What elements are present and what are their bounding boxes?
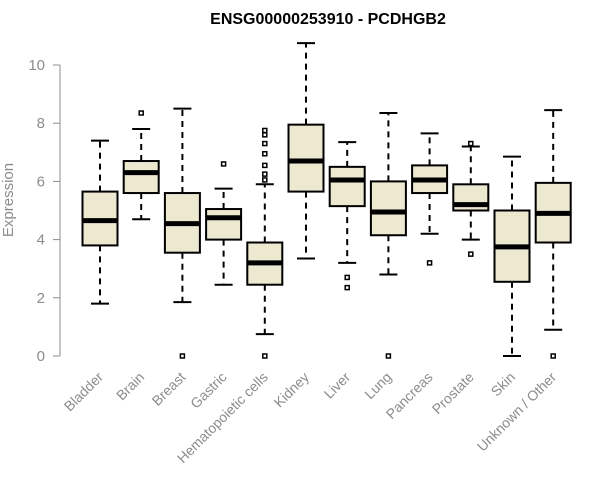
iqr-box — [369, 180, 407, 237]
box-prostate — [452, 140, 490, 257]
box-gastric — [205, 161, 243, 286]
x-tick-label: Liver — [321, 369, 354, 402]
outlier-point — [426, 260, 433, 266]
y-tick-label: 6 — [37, 173, 45, 190]
box-breast — [163, 107, 201, 359]
outlier-point — [344, 274, 350, 281]
outlier-point — [262, 177, 268, 183]
iqr-box — [205, 208, 243, 241]
outlier-point — [179, 353, 186, 359]
box-bladder — [81, 139, 119, 305]
y-tick-label: 8 — [37, 115, 45, 132]
x-tick-label: Brain — [113, 369, 147, 403]
outlier-point — [468, 140, 474, 147]
y-tick-label: 4 — [37, 232, 45, 249]
outlier-point — [468, 251, 474, 257]
iqr-box — [328, 165, 366, 208]
x-tick-label: Prostate — [429, 369, 477, 417]
iqr-box — [287, 123, 325, 193]
x-tick-label: Kidney — [271, 369, 313, 411]
outlier-point — [138, 110, 144, 116]
x-tick-label: Breast — [149, 369, 189, 409]
box-brain — [122, 110, 160, 221]
outlier-point — [262, 162, 268, 169]
outlier-point — [262, 140, 268, 147]
box-unknown-other — [534, 109, 572, 359]
x-tick-label: Bladder — [61, 369, 107, 415]
box-skin — [493, 155, 531, 357]
y-axis: 0 2 4 6 8 10 — [28, 57, 61, 365]
outlier-point — [262, 353, 268, 359]
outlier-point — [262, 151, 268, 157]
x-tick-label: Skin — [488, 369, 519, 400]
outlier-point — [262, 171, 268, 177]
box-lung — [369, 112, 407, 359]
outlier-point — [262, 132, 268, 138]
box-pancreas — [411, 132, 449, 266]
outlier-point — [385, 353, 392, 359]
iqr-box — [122, 160, 160, 195]
y-axis-label: Expression — [0, 163, 17, 237]
chart-title: ENSG00000253910 - PCDHGB2 — [210, 11, 446, 28]
box-hematopoietic-cells — [246, 127, 284, 359]
y-tick-label: 10 — [28, 57, 45, 74]
boxes-group — [81, 42, 572, 359]
outlier-point — [550, 353, 556, 359]
x-tick-label: Lung — [361, 369, 394, 402]
y-tick-label: 2 — [37, 290, 45, 307]
outlier-point — [344, 284, 350, 291]
outlier-point — [262, 127, 268, 134]
box-kidney — [287, 42, 325, 260]
outlier-point — [220, 161, 227, 167]
y-tick-label: 0 — [37, 348, 45, 365]
box-liver — [328, 141, 366, 291]
